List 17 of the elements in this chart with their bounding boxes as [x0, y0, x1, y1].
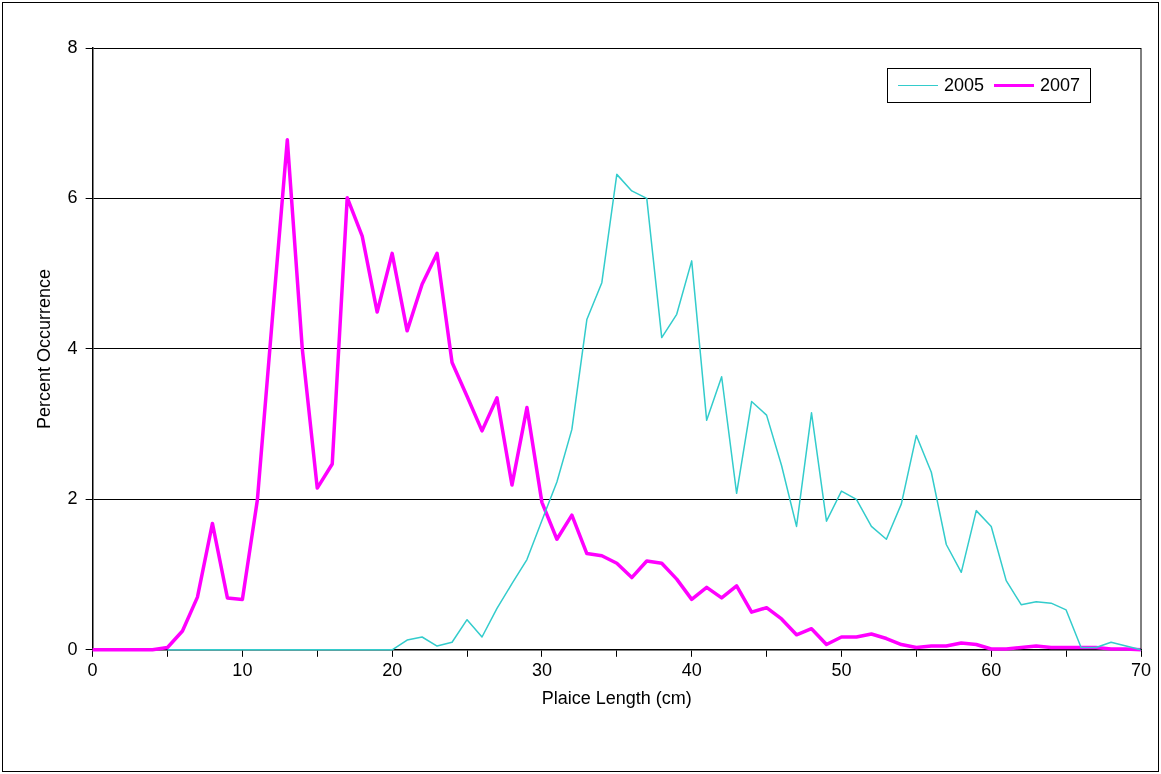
legend-label: 2005 — [943, 75, 984, 96]
x-tick-label: 10 — [232, 659, 253, 680]
y-tick-label: 0 — [67, 638, 78, 659]
y-tick-label: 8 — [67, 36, 78, 57]
x-tick-label: 70 — [1130, 659, 1152, 680]
y-axis-title: Percent Occurrence — [33, 268, 54, 429]
x-tick-label: 0 — [87, 659, 98, 680]
x-tick-label: 30 — [531, 659, 552, 680]
y-tick-label: 6 — [67, 187, 78, 208]
x-tick-label: 40 — [681, 659, 702, 680]
y-tick-label: 2 — [67, 488, 78, 509]
x-tick-label: 50 — [831, 659, 852, 680]
x-axis-title: Plaice Length (cm) — [541, 688, 692, 709]
y-tick-label: 4 — [67, 337, 78, 358]
legend-label: 2007 — [1039, 75, 1080, 96]
x-tick-label: 60 — [981, 659, 1002, 680]
x-tick-label: 20 — [382, 659, 403, 680]
